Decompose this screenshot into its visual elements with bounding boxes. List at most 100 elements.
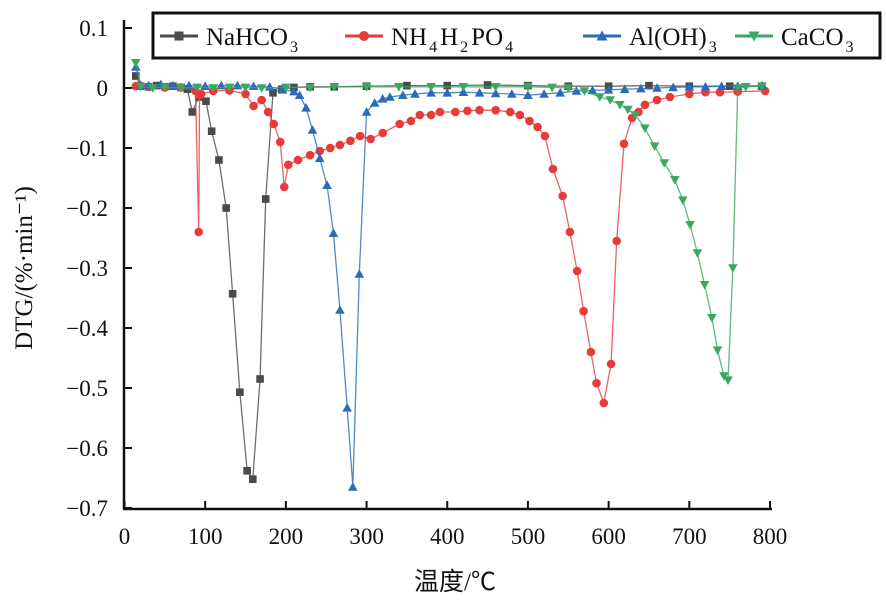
data-point [277, 85, 288, 94]
data-point [385, 92, 395, 101]
data-point [243, 467, 251, 475]
data-point [668, 82, 678, 92]
legend-marker [748, 31, 760, 42]
data-point [630, 111, 641, 120]
data-point [426, 88, 436, 97]
x-axis-title: 温度/℃ [414, 568, 496, 596]
data-point [325, 143, 335, 153]
data-point [540, 131, 550, 141]
data-point [594, 93, 605, 102]
data-point [665, 92, 675, 102]
data-point [587, 85, 598, 95]
y-tick-label: 0 [97, 76, 109, 101]
data-point [269, 89, 277, 97]
data-point [355, 131, 365, 141]
data-point [188, 108, 197, 116]
series-CaCO3 [130, 59, 767, 385]
data-point [335, 140, 345, 150]
data-point [586, 347, 596, 357]
y-tick-label: −0.4 [66, 316, 108, 341]
data-point [603, 85, 614, 94]
y-tick-label: −0.6 [66, 436, 108, 461]
data-point [685, 221, 695, 230]
x-tick-label: 100 [188, 524, 223, 549]
data-point [599, 398, 609, 408]
legend-item: Al(OH) 3 [583, 24, 717, 56]
data-point [652, 83, 662, 92]
x-tick-label: 600 [591, 524, 626, 549]
data-point [194, 227, 204, 237]
data-point [176, 84, 186, 93]
data-point [322, 180, 332, 189]
data-point [222, 204, 230, 212]
data-point [196, 89, 206, 99]
legend-label: NH 4 H 2 PO 4 [391, 24, 513, 56]
data-point [640, 124, 650, 133]
data-point [224, 83, 235, 93]
data-point [256, 84, 267, 93]
data-point [547, 83, 557, 93]
data-point [240, 83, 251, 93]
data-point [636, 83, 646, 93]
data-point [692, 249, 703, 258]
data-point [715, 87, 725, 97]
data-point [207, 127, 216, 135]
x-tick-label: 500 [511, 524, 546, 549]
legend-item: CaCO 3 [735, 24, 854, 56]
data-point [342, 403, 352, 412]
x-tick-label: 300 [349, 524, 384, 549]
data-point [361, 107, 372, 116]
data-point [555, 88, 566, 97]
data-point [435, 107, 445, 117]
x-tick-label: 700 [672, 524, 707, 549]
legend-label: Al(OH) 3 [629, 24, 717, 56]
legend-marker [174, 31, 184, 41]
data-point [571, 86, 582, 95]
y-axis-title: DTG/(%·min⁻¹) [11, 186, 38, 350]
data-point [572, 266, 582, 276]
data-point [649, 142, 660, 151]
data-point [307, 125, 318, 134]
data-point [348, 482, 358, 491]
data-point [451, 107, 460, 117]
data-point [335, 305, 345, 314]
x-tick-label: 200 [269, 524, 304, 549]
data-point [314, 153, 325, 162]
series-layer [130, 59, 770, 491]
series-NH4H2PO4 [131, 81, 770, 408]
data-point [700, 82, 711, 91]
data-point [605, 96, 616, 105]
data-point [236, 388, 244, 396]
data-point [293, 155, 303, 165]
data-point [442, 88, 453, 97]
data-point [394, 83, 404, 92]
data-point [612, 236, 621, 246]
legend-marker [596, 30, 608, 41]
y-tick-label: −0.5 [66, 376, 108, 401]
data-point [539, 89, 549, 98]
data-point [294, 90, 305, 99]
data-point [354, 269, 365, 278]
data-point [241, 89, 250, 99]
data-point [305, 150, 315, 160]
data-point [491, 105, 500, 115]
data-point [740, 83, 751, 92]
legend-label: CaCO 3 [781, 24, 854, 56]
data-point [505, 107, 515, 117]
y-tick-label: −0.7 [66, 496, 108, 521]
data-point [269, 119, 279, 129]
data-point [328, 228, 339, 237]
data-point [369, 98, 380, 107]
data-point [208, 84, 219, 93]
data-point [579, 87, 590, 96]
data-point [678, 196, 688, 205]
legend-label: NaHCO 3 [206, 24, 298, 56]
x-tick-label: 400 [430, 524, 465, 549]
y-tick-label: −0.2 [66, 196, 108, 221]
data-point [652, 95, 662, 105]
data-point [475, 105, 484, 115]
data-point [606, 359, 616, 369]
data-point [279, 182, 289, 192]
data-point [281, 83, 291, 93]
